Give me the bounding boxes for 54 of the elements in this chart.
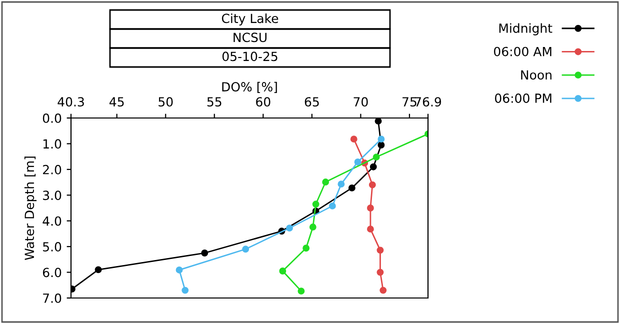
point bbox=[201, 250, 208, 256]
point bbox=[374, 118, 382, 125]
point bbox=[366, 226, 374, 233]
x-tick-label: 55 bbox=[207, 97, 222, 107]
point bbox=[376, 246, 384, 254]
point bbox=[302, 244, 310, 252]
point bbox=[368, 181, 376, 188]
point bbox=[354, 158, 362, 166]
legend-label: 06:00 AM bbox=[494, 46, 552, 56]
point bbox=[322, 178, 330, 186]
point bbox=[376, 268, 384, 276]
x-tick-label: 45 bbox=[110, 97, 124, 107]
text: 05-10-25 bbox=[222, 52, 278, 62]
point bbox=[176, 266, 183, 274]
point bbox=[298, 288, 305, 295]
x-tick-label: 75 bbox=[402, 97, 416, 107]
point bbox=[378, 142, 385, 148]
point bbox=[348, 184, 356, 192]
point bbox=[286, 224, 293, 232]
point bbox=[366, 204, 374, 212]
x-tick-label: 65 bbox=[304, 97, 319, 107]
point bbox=[242, 246, 250, 253]
legend-label: 06:00 PM bbox=[495, 94, 552, 103]
text: NCSU bbox=[234, 32, 266, 42]
x-tick-label: 76.9 bbox=[415, 97, 442, 107]
point bbox=[378, 136, 385, 143]
point bbox=[182, 286, 189, 294]
legend-label: Midnight bbox=[499, 23, 552, 36]
y-tick-label: 7.0 bbox=[43, 293, 62, 303]
chart-title: City Lake bbox=[222, 13, 278, 26]
y-tick-label: 3.0 bbox=[43, 190, 62, 200]
point bbox=[338, 180, 345, 188]
point bbox=[279, 268, 286, 274]
x-tick-label: 40.3 bbox=[58, 97, 84, 107]
y-tick-label: 0.0 bbox=[42, 113, 62, 123]
y-axis-title: Water Depth [m] bbox=[24, 156, 37, 260]
point bbox=[370, 163, 377, 170]
point bbox=[309, 224, 316, 230]
y-tick-label: 2.0 bbox=[43, 164, 62, 174]
legend-label: Noon bbox=[521, 70, 552, 80]
point bbox=[94, 266, 102, 274]
y-tick-label: 1.0 bbox=[43, 139, 62, 149]
x-tick-label: 50 bbox=[158, 97, 173, 107]
y-tick-label: 4.0 bbox=[42, 216, 62, 226]
point bbox=[380, 286, 387, 294]
y-tick-label: 6.0 bbox=[42, 268, 62, 278]
y-tick-label: 5.0 bbox=[43, 242, 62, 252]
point bbox=[312, 200, 320, 208]
point bbox=[372, 154, 380, 161]
x-tick-label: 70 bbox=[354, 97, 368, 107]
x-tick-label: 60 bbox=[256, 97, 270, 107]
point bbox=[328, 202, 336, 210]
x-axis-title: DO% [%] bbox=[222, 82, 277, 93]
point bbox=[350, 136, 358, 143]
